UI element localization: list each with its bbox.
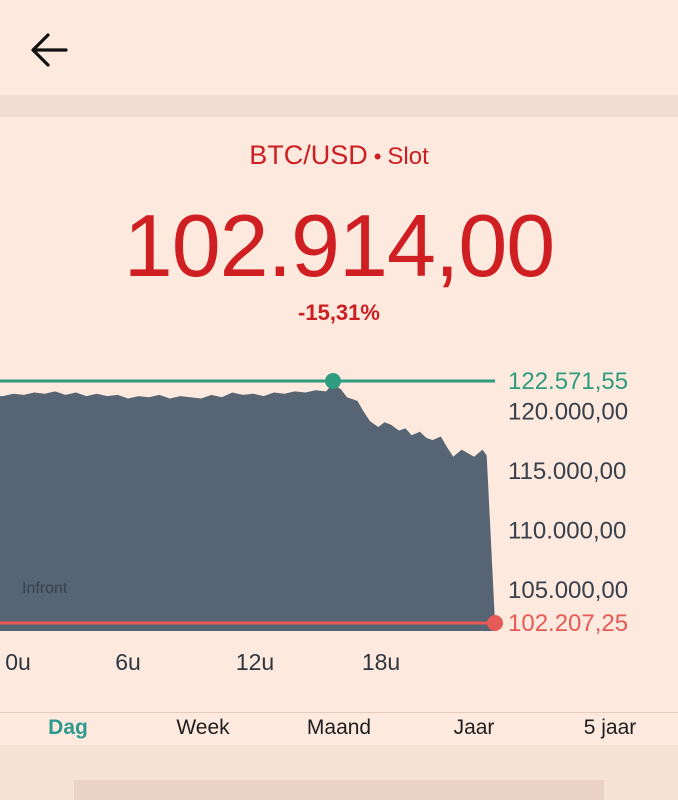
price-change: -15,31%: [298, 300, 380, 325]
tab-jaar[interactable]: Jaar: [453, 716, 495, 739]
low-marker: [487, 615, 503, 631]
instrument-header: BTC/USD • Slot: [0, 140, 678, 171]
y-tick-label: 115.000,00: [508, 458, 626, 485]
market-status: Slot: [387, 143, 429, 170]
price-area: [0, 384, 495, 631]
back-button[interactable]: [26, 28, 74, 72]
y-tick-label: 105.000,00: [508, 577, 628, 604]
x-tick-label: 18u: [362, 649, 400, 675]
y-tick-label: 120.000,00: [508, 399, 628, 426]
tab-week[interactable]: Week: [176, 716, 230, 739]
x-tick-label: 0u: [5, 649, 31, 675]
period-tabs: Dag Week Maand Jaar 5 jaar: [0, 716, 678, 744]
bottom-card: [74, 780, 604, 800]
instrument-pair: BTC/USD: [249, 140, 368, 170]
last-price: 102.914,00: [123, 196, 555, 295]
price-chart[interactable]: 122.571,55 102.207,25 120.000,00 115.000,00…: [0, 350, 678, 690]
x-tick-label: 6u: [115, 649, 141, 675]
high-label: 122.571,55: [508, 368, 628, 395]
tab-dag[interactable]: Dag: [48, 716, 88, 739]
arrow-left-icon: [31, 33, 68, 67]
tab-maand[interactable]: Maand: [306, 716, 372, 739]
header-divider: [0, 95, 678, 117]
x-tick-label: 12u: [236, 649, 274, 675]
high-marker: [325, 373, 341, 389]
tab-5-jaar[interactable]: 5 jaar: [583, 716, 637, 739]
low-label: 102.207,25: [508, 610, 628, 637]
separator-dot: •: [373, 144, 382, 169]
top-bar: [0, 0, 678, 95]
tabs-divider: [0, 712, 678, 713]
y-tick-label: 110.000,00: [508, 517, 626, 544]
chart-watermark: Infront: [22, 580, 68, 597]
